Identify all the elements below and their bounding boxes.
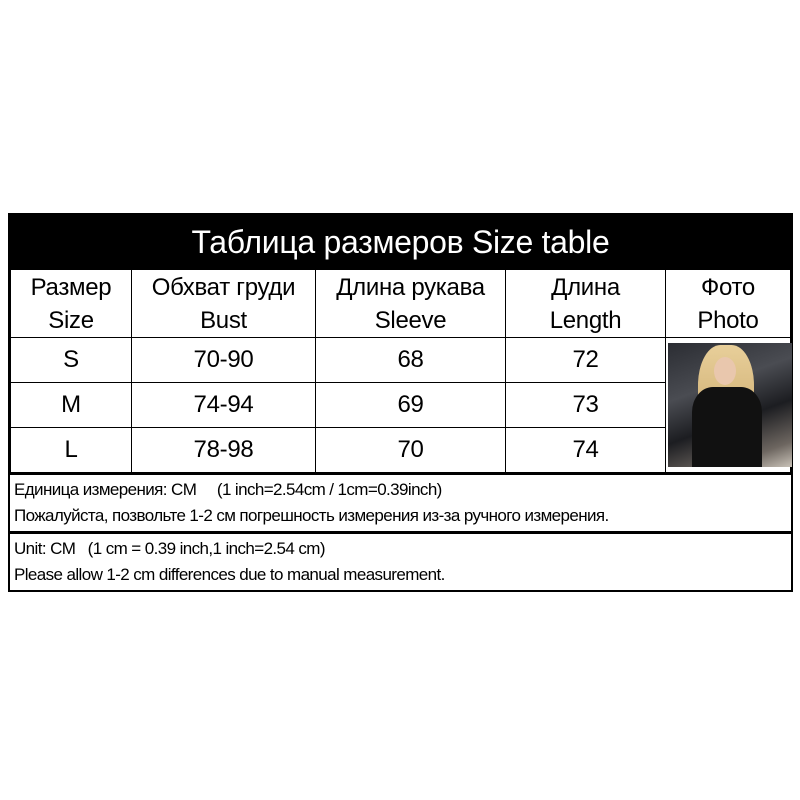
header-length: Длина Length [505, 269, 666, 338]
header-bust: Обхват груди Bust [131, 269, 316, 338]
table-row: L 78-98 70 74 [10, 427, 791, 473]
table-row: M 74-94 69 73 [10, 382, 791, 428]
note-line: Единица измерения: CM (1 inch=2.54cm / 1… [14, 480, 442, 499]
header-row: Размер Size Обхват груди Bust Длина рукава… [10, 269, 791, 338]
cell-sleeve: 69 [315, 382, 506, 428]
header-ru: Обхват груди [151, 273, 296, 301]
cell-size: M [10, 382, 132, 428]
cell-bust: 74-94 [131, 382, 316, 428]
table-row: S 70-90 68 72 [10, 337, 792, 473]
header-sleeve: Длина рукава Sleeve [315, 269, 506, 338]
cell-bust: 70-90 [131, 337, 316, 383]
header-ru: Длина [551, 273, 620, 301]
header-en: Photo [697, 306, 759, 334]
header-ru: Фото [701, 273, 755, 301]
size-table: Таблица размеров Size table Размер Size О… [8, 213, 793, 592]
cell-bust: 78-98 [131, 427, 316, 473]
body-shape [692, 387, 762, 467]
header-en: Size [48, 306, 94, 334]
size-grid: Размер Size Обхват груди Bust Длина рукава… [10, 269, 792, 473]
note-line: Unit: CM (1 cm = 0.39 inch,1 inch=2.54 c… [14, 539, 326, 558]
notes-english: Unit: CM (1 cm = 0.39 inch,1 inch=2.54 c… [10, 531, 791, 590]
cell-length: 74 [505, 427, 666, 473]
notes-russian: Единица измерения: CM (1 inch=2.54cm / 1… [10, 473, 791, 531]
cell-length: 73 [505, 382, 666, 428]
header-ru: Длина рукава [336, 273, 485, 301]
cell-length: 72 [505, 337, 666, 383]
header-ru: Размер [30, 273, 112, 301]
model-photo-icon [668, 343, 792, 467]
header-size: Размер Size [10, 269, 132, 338]
header-en: Bust [200, 306, 247, 334]
header-en: Sleeve [374, 306, 447, 334]
cell-size: L [10, 427, 132, 473]
cell-size: S [10, 337, 132, 383]
photo-cell [665, 337, 792, 473]
table-title: Таблица размеров Size table [10, 215, 791, 269]
header-photo: Фото Photo [665, 269, 791, 338]
cell-sleeve: 68 [315, 337, 506, 383]
cell-sleeve: 70 [315, 427, 506, 473]
header-en: Length [549, 306, 622, 334]
note-line: Пожалуйста, позвольте 1-2 см погрешность… [14, 506, 609, 525]
face-shape [714, 357, 736, 385]
note-line: Please allow 1-2 cm differences due to m… [14, 565, 445, 584]
